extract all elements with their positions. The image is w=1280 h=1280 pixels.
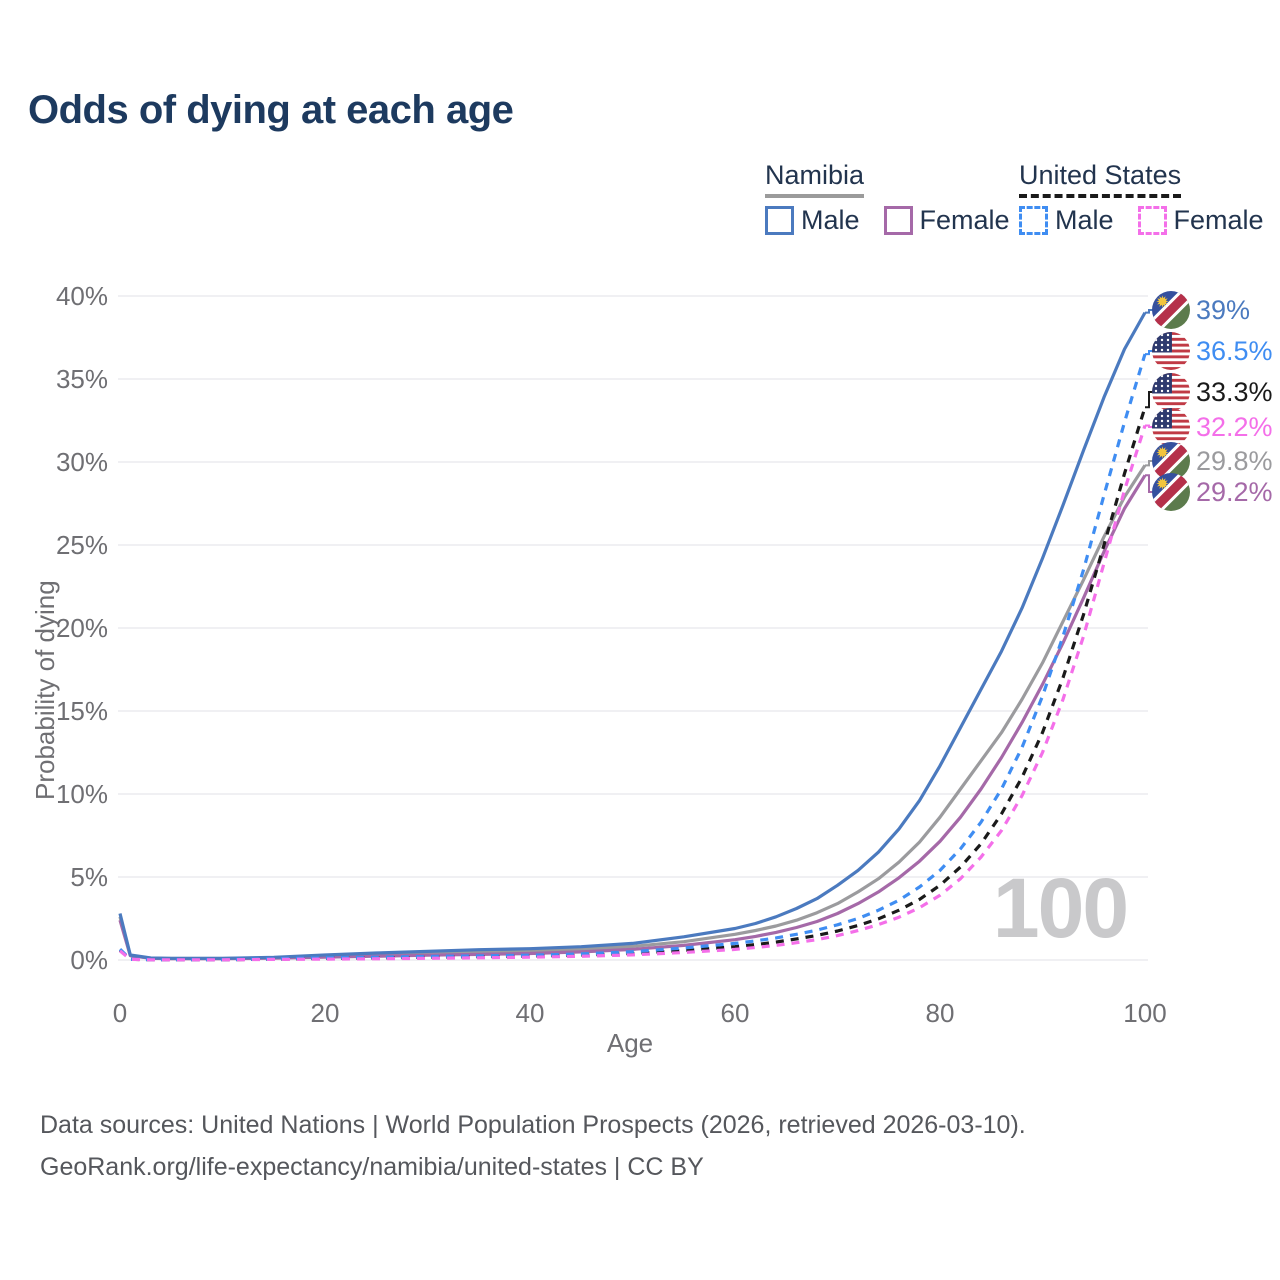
footer-attribution-line: GeoRank.org/life-expectancy/namibia/unit… <box>40 1153 704 1181</box>
x-tick-label: 80 <box>926 998 955 1028</box>
y-tick-label: 25% <box>56 530 108 560</box>
legend-item-label: Female <box>1173 205 1264 235</box>
end-value-label: 29.2% <box>1196 477 1273 507</box>
us-flag-icon <box>1152 373 1190 411</box>
label-connector <box>1145 474 1153 493</box>
us-female-swatch-icon <box>1137 206 1167 235</box>
y-tick-label: 0% <box>70 945 108 975</box>
us-flag-icon <box>1152 408 1190 446</box>
y-tick-label: 40% <box>56 281 108 311</box>
end-value-label: 29.8% <box>1196 446 1273 476</box>
end-value-label: 36.5% <box>1196 336 1273 366</box>
legend-item-label: Male <box>1055 205 1114 235</box>
footer-sources-line: Data sources: United Nations | World Pop… <box>40 1111 1026 1139</box>
namibia-flag-icon <box>1152 442 1190 480</box>
label-connector <box>1145 460 1153 467</box>
x-tick-label: 40 <box>516 998 545 1028</box>
end-annotations: 39% 36.5% 33.3% 32.2% 29.8%29.2% <box>1145 291 1273 511</box>
age-indicator-watermark: 100 <box>992 861 1129 955</box>
end-value-label: 33.3% <box>1196 377 1273 407</box>
gridlines: 0% 5% 10% 15% 20% 25% 30% 35% 40% 0 20 40 60 80 100 <box>56 281 1167 1028</box>
x-axis-title: Age <box>606 1028 654 1058</box>
namibia-female-swatch-icon <box>883 206 913 235</box>
legend-item-namibia-male[interactable]: Male <box>765 205 860 236</box>
legend-item-namibia-female[interactable]: Female <box>883 205 1010 236</box>
series-lines <box>118 311 1147 962</box>
y-tick-label: 15% <box>56 696 108 726</box>
y-tick-label: 5% <box>70 862 108 892</box>
legend-item-label: Male <box>801 205 860 235</box>
end-value-label: 32.2% <box>1196 412 1273 442</box>
legend-item-us-female[interactable]: Female <box>1137 205 1264 236</box>
series-line-united-states-both <box>118 406 1147 962</box>
series-line-united-states-male <box>118 353 1147 962</box>
legend-title-united-states: United States <box>1019 160 1182 198</box>
us-male-swatch-icon <box>1019 206 1048 235</box>
y-tick-label: 10% <box>56 779 108 809</box>
legend-item-us-male[interactable]: Male <box>1019 205 1114 236</box>
label-connector <box>1145 350 1153 356</box>
series-line-namibia-male <box>118 311 1147 960</box>
legend-item-label: Female <box>919 205 1010 235</box>
footer: Data sources: United Nations | World Pop… <box>40 1104 1026 1188</box>
namibia-flag-icon <box>1152 473 1190 511</box>
legend-group-united-states: United States Male Female <box>1019 160 1264 236</box>
legend-title-namibia: Namibia <box>765 160 865 198</box>
series-line-namibia-female <box>118 474 1147 961</box>
y-axis-title: Probability of dying <box>30 580 60 800</box>
page-title: Odds of dying at each age <box>28 88 514 132</box>
y-tick-label: 35% <box>56 364 108 394</box>
mortality-line-chart: 0% 5% 10% 15% 20% 25% 30% 35% 40% 0 20 40 60 80 100 39%… <box>56 281 1273 1028</box>
end-value-label: 39% <box>1196 295 1250 325</box>
label-connector <box>1145 391 1153 409</box>
namibia-male-swatch-icon <box>765 206 794 235</box>
namibia-flag-icon <box>1152 291 1190 329</box>
x-tick-label: 60 <box>721 998 750 1028</box>
x-tick-label: 100 <box>1123 998 1166 1028</box>
series-line-united-states-female <box>118 425 1147 962</box>
y-tick-label: 30% <box>56 447 108 477</box>
us-flag-icon <box>1152 332 1190 370</box>
y-tick-label: 20% <box>56 613 108 643</box>
x-tick-label: 0 <box>113 998 127 1028</box>
x-tick-label: 20 <box>311 998 340 1028</box>
label-connector <box>1145 309 1153 314</box>
legend-group-namibia: Namibia Male Female <box>765 160 1010 236</box>
label-connector <box>1145 424 1153 428</box>
